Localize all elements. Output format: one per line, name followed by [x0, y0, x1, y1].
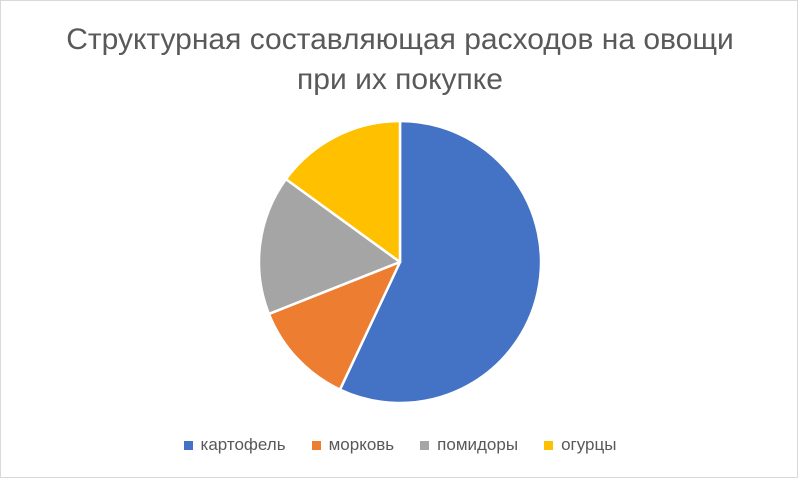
legend-label: картофель: [200, 435, 286, 454]
legend-item: картофель: [183, 435, 286, 455]
pie-slice-огурцы: [284, 119, 402, 264]
chart-title-line-1: Структурная составляющая расходов на ово…: [66, 23, 734, 56]
legend-label: помидоры: [437, 435, 519, 454]
chart-title: Структурная составляющая расходов на ово…: [0, 20, 800, 100]
legend-label: морковь: [328, 435, 395, 454]
pie-slice-морковь: [267, 260, 402, 391]
legend-item: морковь: [311, 435, 395, 455]
pie-slice-картофель: [338, 119, 543, 405]
legend-swatch: [183, 440, 193, 450]
legend-swatch: [544, 440, 554, 450]
legend-swatch: [311, 440, 321, 450]
chart-legend: картофель морковь помидоры огурцы: [0, 435, 800, 455]
pie-slice-помидоры: [257, 177, 402, 316]
legend-swatch: [420, 440, 430, 450]
chart-title-line-2: при их покупке: [297, 63, 503, 96]
legend-item: огурцы: [544, 435, 616, 455]
legend-item: помидоры: [420, 435, 518, 455]
legend-label: огурцы: [561, 435, 617, 454]
